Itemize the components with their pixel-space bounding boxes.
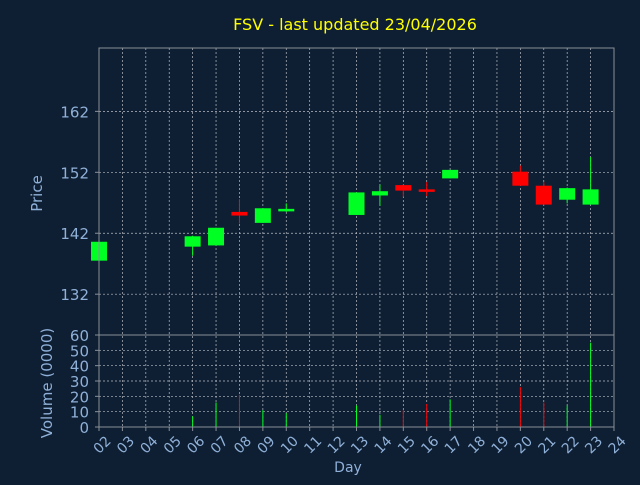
- marks-layer: [91, 157, 599, 427]
- day-tick-label: 21: [535, 433, 559, 457]
- day-tick-label: 04: [138, 433, 162, 457]
- candle-16: [418, 182, 435, 197]
- day-tick-label: 05: [161, 433, 185, 457]
- volume-tick-label: 20: [70, 388, 89, 406]
- day-tick-label: 23: [582, 433, 606, 457]
- day-tick-label: 09: [255, 433, 279, 457]
- candle-13: [348, 192, 365, 215]
- candle-08: [231, 199, 248, 224]
- volume-tick-label: 0: [79, 419, 89, 437]
- candle-body: [535, 185, 552, 205]
- candle-body: [442, 169, 459, 179]
- candle-06: [184, 235, 201, 256]
- candle-14: [371, 184, 388, 206]
- day-tick-label: 19: [489, 433, 513, 457]
- day-tick-label: 02: [91, 433, 115, 457]
- candle-body: [278, 208, 295, 212]
- day-tick-label: 03: [114, 433, 138, 457]
- candle-07: [208, 227, 225, 246]
- volume-tick-label: 50: [70, 342, 89, 360]
- candle-body: [184, 236, 201, 247]
- price-tick-label: 162: [60, 103, 89, 121]
- day-tick-label: 24: [606, 433, 630, 457]
- day-tick-label: 12: [325, 433, 349, 457]
- volume-tick-label: 60: [70, 327, 89, 345]
- day-tick-label: 17: [442, 433, 466, 457]
- chart-title: FSV - last updated 23/04/2026: [233, 15, 477, 34]
- candle-10: [278, 203, 295, 212]
- candle-body: [208, 227, 225, 246]
- volume-axis-label: Volume (0000): [38, 328, 56, 438]
- candle-23: [582, 157, 599, 205]
- day-tick-label: 06: [184, 433, 208, 457]
- candle-body: [254, 208, 271, 223]
- volume-tick-label: 30: [70, 373, 89, 391]
- candle-21: [535, 182, 552, 205]
- candle-body: [582, 189, 599, 205]
- candle-body: [231, 211, 248, 216]
- volume-tick-label: 40: [70, 358, 89, 376]
- day-tick-label: 08: [231, 433, 255, 457]
- candle-22: [559, 187, 576, 204]
- day-tick-label: 11: [301, 433, 325, 457]
- day-tick-label: 07: [208, 433, 232, 457]
- price-axis-label: Price: [28, 175, 46, 212]
- day-tick-label: 18: [465, 433, 489, 457]
- candle-body: [395, 185, 412, 191]
- price-tick-label: 142: [60, 225, 89, 243]
- day-tick-label: 22: [559, 433, 583, 457]
- price-tick-label: 132: [60, 286, 89, 304]
- day-tick-label: 20: [512, 433, 536, 457]
- candle-09: [254, 208, 271, 223]
- volume-tick-label: 10: [70, 404, 89, 422]
- candle-body: [559, 188, 576, 200]
- grid-layer: [98, 48, 615, 427]
- price-tick-label: 152: [60, 164, 89, 182]
- day-tick-label: 15: [395, 433, 419, 457]
- candle-15: [395, 184, 412, 197]
- candle-body: [418, 189, 435, 192]
- day-tick-label: 10: [278, 433, 302, 457]
- day-tick-label: 14: [372, 433, 396, 457]
- candle-body: [348, 192, 365, 215]
- x-axis-label: Day: [334, 460, 362, 476]
- candle-body: [512, 171, 529, 186]
- candle-body: [371, 191, 388, 196]
- day-tick-label: 13: [348, 433, 372, 457]
- candle-20: [512, 165, 529, 186]
- candle-17: [442, 169, 459, 179]
- day-tick-label: 16: [418, 433, 442, 457]
